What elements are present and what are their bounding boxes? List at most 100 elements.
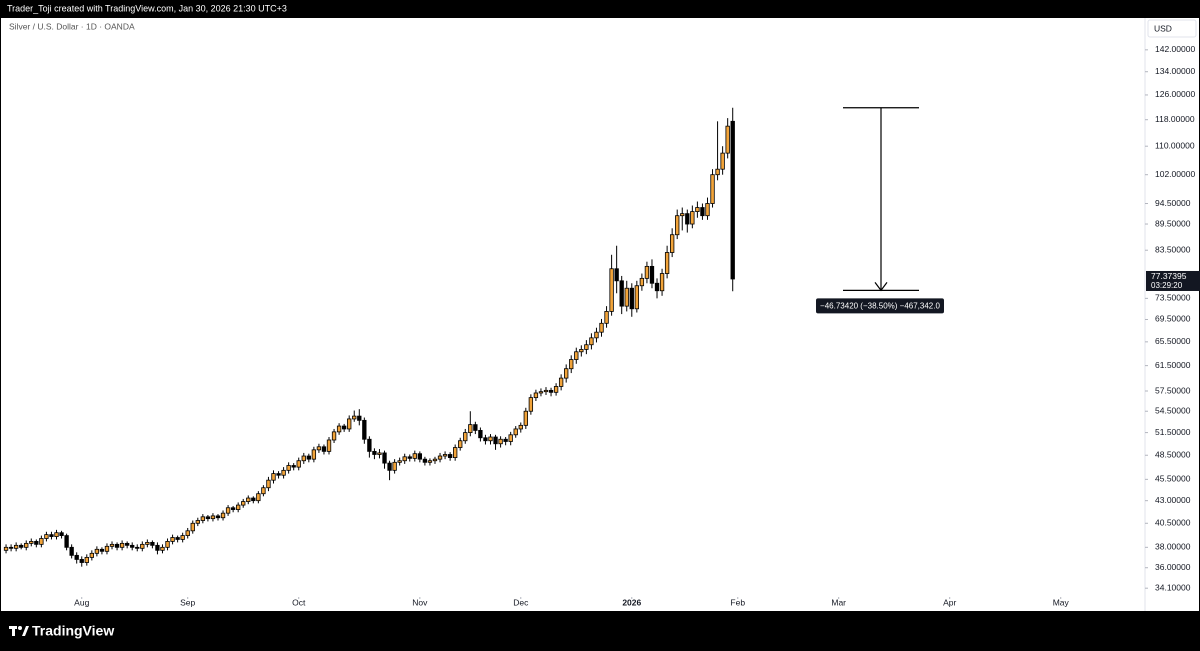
- y-tick-label: 34.10000: [1155, 582, 1191, 592]
- candle-body: [64, 535, 69, 548]
- y-tick-label: 142.00000: [1155, 44, 1195, 54]
- candle-body: [680, 213, 685, 217]
- candle-body: [114, 543, 120, 548]
- candle-body: [44, 534, 49, 539]
- currency: USD: [1154, 23, 1172, 33]
- plot: 34.10000 36.00000 38.00000 40.50000 43.00000…: [3, 44, 1200, 607]
- candle-body: [109, 543, 115, 547]
- currency-box[interactable]: [1147, 19, 1197, 38]
- candle-body: [619, 280, 624, 307]
- x-tick-label: Aug: [74, 597, 89, 607]
- y-tick-label: 94.50000: [1155, 198, 1191, 208]
- candle-body: [700, 207, 705, 217]
- candle-body: [695, 207, 700, 212]
- candle-body: [336, 425, 342, 433]
- candle-body: [493, 436, 498, 445]
- candle-body: [387, 462, 392, 471]
- candle-body: [553, 386, 559, 393]
- candle-body: [664, 252, 670, 274]
- candle-body: [119, 542, 125, 548]
- candle-body: [39, 538, 44, 545]
- candle-body: [225, 507, 231, 514]
- candle-body: [407, 456, 412, 459]
- candle-body: [271, 473, 276, 481]
- candle-body: [669, 234, 675, 253]
- y-tick-label: 57.50000: [1155, 385, 1191, 395]
- y-tick-label: 69.50000: [1155, 314, 1191, 324]
- candle-body: [715, 168, 720, 176]
- candle-body: [311, 449, 317, 460]
- symbol-title: Silver / U.S. Dollar · 1D · OANDA: [9, 21, 135, 31]
- candle-body: [362, 419, 367, 440]
- candle-body: [725, 125, 730, 154]
- x-tick-label: Mar: [831, 597, 846, 607]
- candle-body: [59, 532, 64, 536]
- candle-body: [316, 446, 322, 451]
- candle-body: [165, 541, 170, 548]
- measure-arrow: [874, 282, 888, 292]
- candle-body: [19, 544, 24, 548]
- y-tick-label: 65.50000: [1155, 336, 1191, 346]
- candle-body: [569, 359, 574, 370]
- y-tick-label: 61.50000: [1155, 360, 1191, 370]
- candle-body: [523, 410, 528, 426]
- candle-body: [483, 437, 488, 442]
- y-tick-label: 38.00000: [1155, 542, 1191, 552]
- y-tick-label: 51.50000: [1155, 427, 1191, 437]
- candle-body: [478, 430, 483, 439]
- candle-body: [473, 424, 478, 431]
- candle-body: [276, 473, 281, 476]
- candle-body: [130, 544, 135, 548]
- candle-body: [180, 535, 185, 540]
- candle-body: [453, 447, 458, 458]
- chart-area: [1, 18, 1199, 611]
- candle-body: [634, 285, 640, 310]
- y-tick-label: 54.50000: [1155, 405, 1191, 415]
- candle-body: [372, 450, 377, 455]
- candle-body: [629, 287, 634, 310]
- candle-body: [160, 546, 165, 551]
- candle-body: [54, 532, 59, 537]
- candle-body: [69, 546, 74, 556]
- candle-body: [210, 515, 216, 520]
- candle-body: [170, 537, 175, 542]
- candle-body: [256, 493, 261, 502]
- candle-body: [594, 331, 599, 339]
- candle-body: [205, 516, 211, 520]
- candle-body: [185, 530, 190, 536]
- candle-body: [281, 469, 286, 476]
- candle-body: [195, 520, 200, 524]
- x-tick-label: Sep: [180, 597, 195, 607]
- candle-body: [649, 265, 655, 284]
- x-tick-label: Nov: [412, 597, 428, 607]
- candle-body: [604, 311, 609, 324]
- y-tick-label: 134.00000: [1155, 66, 1195, 76]
- x-tick-label: 2026: [622, 597, 641, 607]
- candle-body: [503, 438, 508, 442]
- candle-body: [3, 546, 9, 551]
- candle-body: [241, 501, 246, 506]
- candle-body: [599, 322, 604, 333]
- candle-body: [79, 559, 84, 563]
- candle-body: [437, 455, 443, 460]
- candle-body: [427, 460, 433, 463]
- candle-body: [135, 546, 140, 549]
- y-tick-label: 48.50000: [1155, 450, 1191, 460]
- candle-body: [94, 548, 100, 554]
- candle-body: [99, 548, 105, 552]
- candle-body: [24, 542, 29, 548]
- y-tick-label: 45.50000: [1155, 474, 1191, 484]
- candle-body: [220, 512, 226, 519]
- candle-body: [442, 454, 448, 457]
- x-tick-label: Oct: [292, 597, 306, 607]
- y-tick-label: 73.50000: [1155, 293, 1191, 303]
- candle-body: [675, 215, 680, 236]
- x-tick-label: Dec: [513, 597, 529, 607]
- y-tick-label: 110.00000: [1155, 140, 1195, 150]
- candle-body: [659, 273, 665, 292]
- candle-body: [412, 453, 417, 459]
- candle-body: [705, 203, 710, 217]
- y-tick-label: 102.00000: [1155, 169, 1195, 179]
- candle-body: [367, 438, 372, 452]
